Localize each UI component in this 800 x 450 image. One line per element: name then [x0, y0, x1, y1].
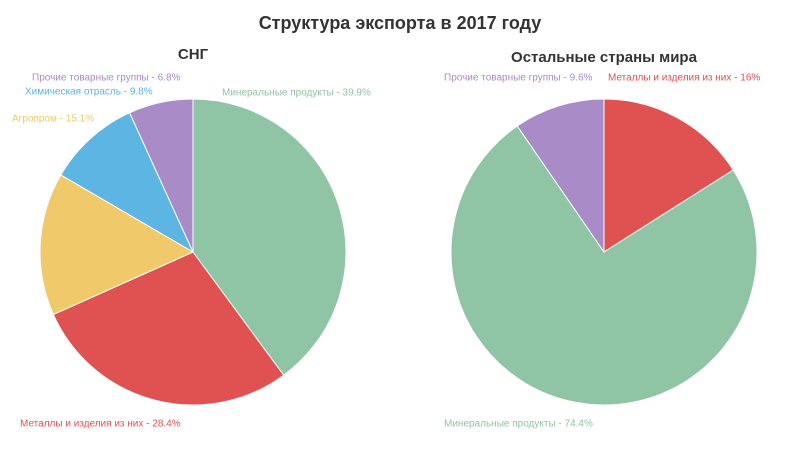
pie-title: СНГ: [178, 46, 209, 63]
chart-title: Структура экспорта в 2017 году: [259, 13, 542, 33]
slice-label: Металлы и изделия из них - 28.4%: [20, 419, 181, 430]
slice-label: Прочие товарные группы - 6.8%: [32, 73, 181, 84]
pie-slice: [192, 98, 347, 376]
slice-label: Химическая отрасль - 9.8%: [25, 87, 153, 98]
pie-slice: [60, 112, 195, 254]
slice-label: Агропром - 15.1%: [12, 114, 94, 125]
pie-slice: [39, 174, 195, 316]
pie-slice: [52, 251, 285, 406]
slice-label: Прочие товарные группы - 9.6%: [444, 73, 593, 84]
pie-slice: [128, 98, 194, 253]
pie-title: Остальные страны мира: [511, 49, 698, 66]
slice-label: Металлы и изделия из них - 16%: [608, 73, 760, 84]
pie-slice: [603, 98, 734, 253]
slice-label: Минеральные продукты - 74.4%: [444, 419, 593, 430]
slice-label: Минеральные продукты - 39.9%: [222, 88, 371, 99]
pie-slice: [516, 98, 605, 254]
pie-slice: [450, 125, 758, 406]
